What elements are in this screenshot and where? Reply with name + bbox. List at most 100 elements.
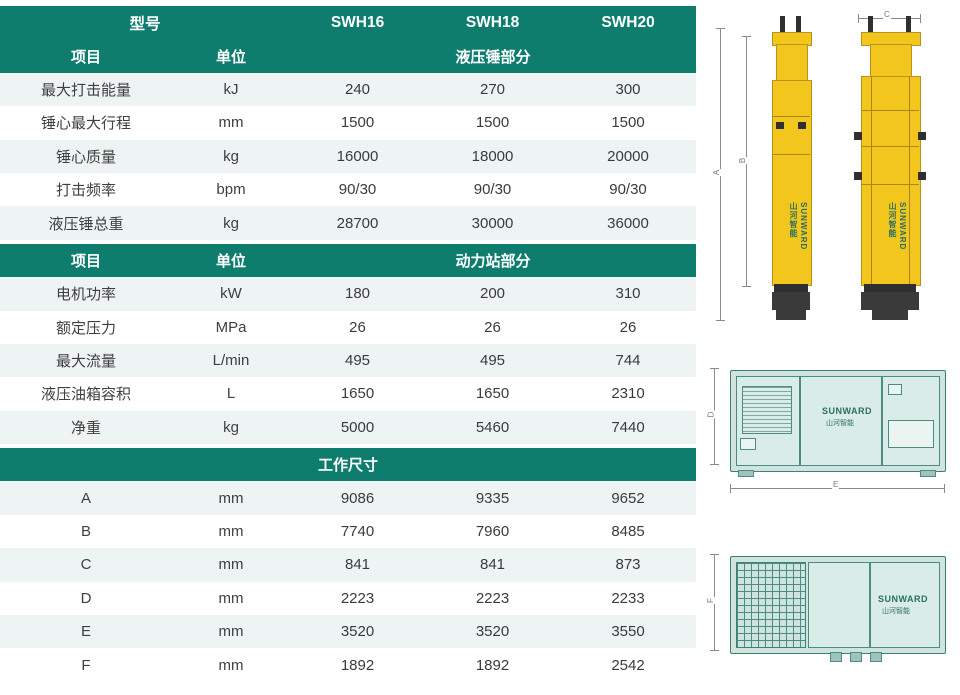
dim-c-tick-left bbox=[858, 14, 859, 23]
row-value-swh20: 8485 bbox=[560, 514, 697, 549]
subheader-title: 液压锤部分 bbox=[290, 39, 697, 73]
dim-d-tick-bottom bbox=[710, 464, 719, 465]
row-unit: L bbox=[172, 377, 291, 411]
hammer-edge-line bbox=[909, 76, 910, 284]
table-row: 电机功率 kW 180 200 310 bbox=[0, 277, 697, 311]
row-label: 最大打击能量 bbox=[0, 72, 172, 107]
row-unit: kg bbox=[172, 206, 291, 240]
dim-e-tick-left bbox=[730, 484, 731, 493]
section-separator bbox=[0, 239, 697, 244]
hammer-side-fitting bbox=[918, 132, 926, 140]
drawing-power-pack-side: F SUNWARD 山河智能 bbox=[705, 540, 956, 688]
hammer-side-fitting bbox=[854, 132, 862, 140]
row-value-swh16: 7740 bbox=[290, 514, 426, 549]
row-unit: kW bbox=[172, 277, 291, 311]
dim-b-label: B bbox=[738, 156, 748, 165]
row-value-swh16: 9086 bbox=[290, 481, 426, 515]
row-label: 电机功率 bbox=[0, 277, 172, 311]
radiator-louver bbox=[742, 386, 792, 434]
table-row: C mm 841 841 873 bbox=[0, 548, 697, 582]
brand-logo-text: SUNWARD bbox=[878, 594, 928, 604]
dim-c-tick-right bbox=[920, 14, 921, 23]
table-row: A mm 9086 9335 9652 bbox=[0, 481, 697, 515]
header-model-swh16: SWH16 bbox=[290, 6, 426, 40]
section-header-hydraulic-hammer: 项目 单位 液压锤部分 bbox=[0, 39, 697, 73]
header-model-swh20: SWH20 bbox=[560, 6, 697, 40]
row-unit: mm bbox=[172, 581, 291, 616]
dim-d-label: D bbox=[706, 410, 716, 419]
row-value-swh20: 90/30 bbox=[560, 172, 697, 207]
table-row: 液压油箱容积 L 1650 1650 2310 bbox=[0, 377, 697, 411]
row-value-swh20: 310 bbox=[560, 277, 697, 311]
row-value-swh16: 841 bbox=[290, 548, 426, 582]
row-value-swh20: 1500 bbox=[560, 106, 697, 140]
dim-d-tick-top bbox=[710, 368, 719, 369]
technical-drawings-panel: A B C SUNWARD 山河智能 bbox=[700, 0, 960, 695]
subheader-unit: 单位 bbox=[172, 39, 291, 73]
hammer-pile-tip bbox=[776, 310, 806, 320]
hammer-body-seam bbox=[861, 110, 919, 111]
row-value-swh20: 2233 bbox=[560, 581, 697, 616]
row-value-swh18: 841 bbox=[425, 548, 561, 582]
section-header-power-pack: 项目 单位 动力站部分 bbox=[0, 243, 697, 278]
row-unit: mm bbox=[172, 548, 291, 582]
table-header-row: 型号 SWH16 SWH18 SWH20 bbox=[0, 6, 697, 40]
row-unit: mm bbox=[172, 481, 291, 515]
row-value-swh18: 1500 bbox=[425, 106, 561, 140]
row-value-swh18: 270 bbox=[425, 72, 561, 107]
hammer-pile-tip bbox=[872, 310, 908, 320]
row-value-swh16: 26 bbox=[290, 310, 426, 344]
hammer-driving-shoe bbox=[861, 292, 919, 310]
row-value-swh16: 28700 bbox=[290, 206, 426, 240]
side-panel-right bbox=[870, 562, 940, 648]
subheader-title: 动力站部分 bbox=[290, 243, 697, 278]
row-value-swh16: 1500 bbox=[290, 106, 426, 140]
row-value-swh20: 3550 bbox=[560, 615, 697, 649]
base-foot bbox=[870, 652, 882, 662]
row-unit: mm bbox=[172, 648, 291, 682]
hammer-driving-shoe bbox=[772, 292, 810, 310]
row-label: 液压油箱容积 bbox=[0, 377, 172, 411]
dim-e-tick-right bbox=[944, 484, 945, 493]
side-panel-left bbox=[808, 562, 870, 648]
table-row: E mm 3520 3520 3550 bbox=[0, 615, 697, 649]
base-foot bbox=[830, 652, 842, 662]
row-value-swh18: 9335 bbox=[425, 481, 561, 515]
dim-a-label: A bbox=[712, 168, 722, 177]
row-label: A bbox=[0, 481, 172, 515]
dim-f-label: F bbox=[705, 597, 715, 604]
row-label: 净重 bbox=[0, 410, 172, 445]
hammer-port-fitting bbox=[798, 122, 806, 129]
dim-f-tick-bottom bbox=[710, 650, 719, 651]
table-row: B mm 7740 7960 8485 bbox=[0, 514, 697, 549]
section-separator bbox=[0, 444, 697, 449]
row-value-swh18: 26 bbox=[425, 310, 561, 344]
row-value-swh20: 26 bbox=[560, 310, 697, 344]
row-value-swh16: 495 bbox=[290, 343, 426, 378]
row-value-swh20: 2310 bbox=[560, 377, 697, 411]
subheader-item: 项目 bbox=[0, 39, 172, 73]
dim-b-tick-bottom bbox=[742, 286, 751, 287]
hammer-upper-section bbox=[776, 44, 808, 82]
row-value-swh16: 2223 bbox=[290, 581, 426, 616]
row-value-swh18: 495 bbox=[425, 343, 561, 378]
row-value-swh20: 36000 bbox=[560, 206, 697, 240]
dim-e-label: E bbox=[832, 480, 840, 489]
hammer-lifting-lug bbox=[780, 16, 785, 32]
row-value-swh20: 7440 bbox=[560, 410, 697, 445]
control-panel bbox=[888, 420, 934, 448]
hammer-body-seam bbox=[861, 184, 919, 185]
row-value-swh20: 20000 bbox=[560, 139, 697, 173]
row-value-swh18: 2223 bbox=[425, 581, 561, 616]
brand-logo-subtext: 山河智能 bbox=[882, 608, 910, 615]
header-model-label: 型号 bbox=[0, 6, 291, 40]
section-header-working-dimensions: 工作尺寸 bbox=[0, 448, 697, 482]
header-model-swh18: SWH18 bbox=[425, 6, 561, 40]
table-row: 液压锤总重 kg 28700 30000 36000 bbox=[0, 206, 697, 240]
row-unit: kg bbox=[172, 139, 291, 173]
row-value-swh20: 744 bbox=[560, 343, 697, 378]
hammer-anvil-collar bbox=[774, 284, 808, 292]
row-label: E bbox=[0, 615, 172, 649]
row-value-swh20: 300 bbox=[560, 72, 697, 107]
row-label: B bbox=[0, 514, 172, 549]
